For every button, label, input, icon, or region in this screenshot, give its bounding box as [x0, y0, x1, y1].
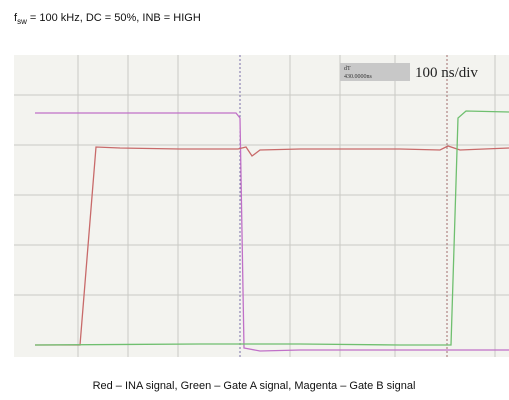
gate-a-trace — [34, 110, 509, 346]
ina-trace — [35, 145, 509, 346]
gate-b-trace — [35, 112, 509, 352]
figure-title: fsw = 100 kHz, DC = 50%, INB = HIGH — [14, 12, 201, 26]
scope-grid — [14, 55, 509, 357]
cursor-label: dT — [344, 66, 351, 72]
title-rest: = 100 kHz, DC = 50%, INB = HIGH — [27, 12, 201, 24]
timebase-label: 100 ns/div — [415, 65, 478, 81]
cursor-value: 430.0000ns — [344, 74, 373, 80]
scope-screen — [14, 55, 509, 357]
title-symbol: f — [14, 12, 18, 24]
cursor-box — [340, 63, 410, 81]
figure-caption: Red – INA signal, Green – Gate A signal,… — [93, 380, 416, 392]
title-subscript: sw — [17, 17, 27, 26]
